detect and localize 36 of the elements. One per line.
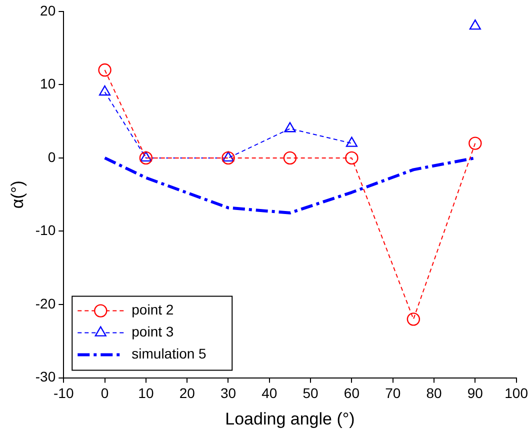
x-tick-label: 0 [100,385,109,402]
y-tick-label: -10 [35,222,56,238]
point [406,312,420,326]
y-tick-label: -20 [35,295,56,312]
point [98,63,112,77]
y-tick-label: 10 [40,76,56,92]
point [346,136,358,147]
point [222,151,234,162]
y-tick-label: 20 [40,2,56,18]
x-tick-label: 50 [302,385,319,402]
y-axis-title: α(°) [8,180,27,209]
point [468,136,482,150]
point [345,151,358,165]
legend-label: point 3 [132,324,174,340]
x-tick-label: 30 [220,385,236,402]
point [222,151,235,165]
x-tick-label: 70 [385,385,401,402]
legend-label: simulation 5 [132,346,207,362]
x-tick-label: 10 [138,385,154,402]
x-tick-label: -10 [54,385,74,402]
point [284,122,296,132]
point [140,151,152,162]
x-tick-label: 40 [262,385,278,402]
y-tick-label: 0 [48,148,56,165]
point [98,85,111,96]
x-tick-label: 60 [344,385,360,402]
x-tick-label: 20 [179,385,196,402]
y-tick-label: -30 [35,368,56,385]
point [139,151,153,165]
x-tick-label: 90 [467,385,484,402]
point [469,19,481,30]
x-tick-label: 100 [504,385,528,402]
legend-label: point 2 [132,302,174,318]
x-axis-title: Loading angle (°) [225,409,355,428]
point [283,151,297,165]
x-tick-label: 80 [426,385,442,402]
